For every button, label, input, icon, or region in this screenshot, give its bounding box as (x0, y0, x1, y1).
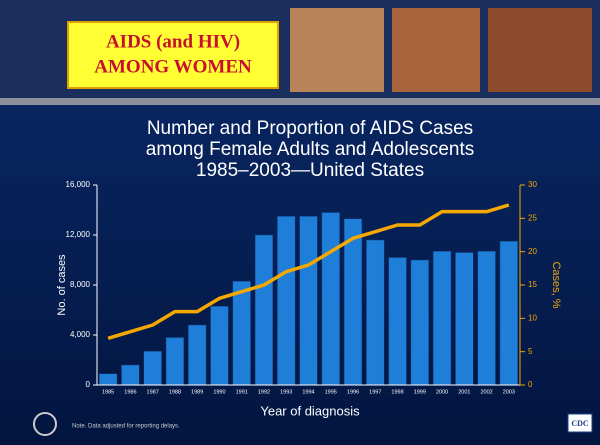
y2-axis-label: Cases, % (550, 261, 562, 308)
bar (232, 281, 251, 386)
y-tick-label: 16,000 (66, 180, 91, 189)
y-tick-label: 12,000 (66, 230, 91, 239)
bar (98, 373, 118, 386)
chart-title: 1985–2003—United States (196, 160, 424, 181)
divider (0, 98, 600, 105)
chart-title: among Female Adults and Adolescents (146, 139, 474, 160)
line (107, 203, 510, 341)
photo (290, 8, 384, 92)
x-tick-label: 1992 (258, 389, 270, 395)
y2-tick-label: 10 (528, 313, 537, 322)
note: Note. Data adjusted for reporting delays… (72, 424, 180, 430)
y2-tick-label: 30 (528, 180, 537, 189)
photo (488, 8, 592, 92)
x-tick-label: 1994 (302, 389, 314, 395)
title-box (67, 21, 279, 89)
x-tick-label: 1995 (325, 389, 337, 395)
y-axis-label: No. of cases (56, 254, 68, 316)
header-title: AIDS (and HIV) (106, 31, 240, 52)
x-tick-label: 1986 (124, 389, 136, 395)
bar (366, 239, 385, 386)
hhs-logo (33, 412, 57, 436)
x-tick-label: 1989 (191, 389, 203, 395)
bar (321, 212, 340, 386)
bar (188, 324, 207, 386)
x-tick-label: 2003 (503, 389, 515, 395)
x-tick-label: 1987 (147, 389, 159, 395)
bar (410, 259, 429, 386)
cdc-logo (567, 413, 593, 433)
x-tick-label: 1988 (169, 389, 181, 395)
x-tick-label: 1990 (213, 389, 225, 395)
bar (143, 351, 162, 386)
x-tick-label: 1985 (102, 389, 114, 395)
chart-title: Number and Proportion of AIDS Cases (147, 118, 473, 139)
bar (210, 306, 229, 386)
bar (121, 364, 140, 386)
bar (455, 252, 474, 386)
y2-tick-label: 5 (528, 347, 533, 356)
bar (277, 216, 296, 386)
x-axis-label: Year of diagnosis (260, 403, 360, 418)
x-tick-label: 1993 (280, 389, 292, 395)
x-tick-label: 1999 (414, 389, 426, 395)
photo (392, 8, 480, 92)
x-tick-label: 2002 (480, 389, 492, 395)
x-tick-label: 1997 (369, 389, 381, 395)
bar (477, 251, 496, 386)
bar (254, 234, 274, 386)
x-tick-label: 1996 (347, 389, 359, 395)
cdc-logo-text: CDC (571, 419, 589, 428)
bar (499, 241, 519, 386)
y2-tick-label: 20 (528, 247, 537, 256)
y2-tick-label: 0 (528, 380, 533, 389)
x-tick-label: 1991 (236, 389, 248, 395)
y2-tick-label: 15 (528, 280, 537, 289)
bar (299, 216, 318, 386)
bar (388, 257, 407, 386)
bar (165, 337, 185, 386)
bar (432, 251, 452, 386)
y-tick-label: 0 (86, 380, 91, 389)
header-title: AMONG WOMEN (94, 56, 252, 77)
x-tick-label: 2001 (458, 389, 470, 395)
y2-tick-label: 25 (528, 213, 537, 222)
x-tick-label: 2000 (436, 389, 448, 395)
y-tick-label: 8,000 (70, 280, 91, 289)
x-tick-label: 1998 (391, 389, 403, 395)
y-tick-label: 4,000 (70, 330, 91, 339)
